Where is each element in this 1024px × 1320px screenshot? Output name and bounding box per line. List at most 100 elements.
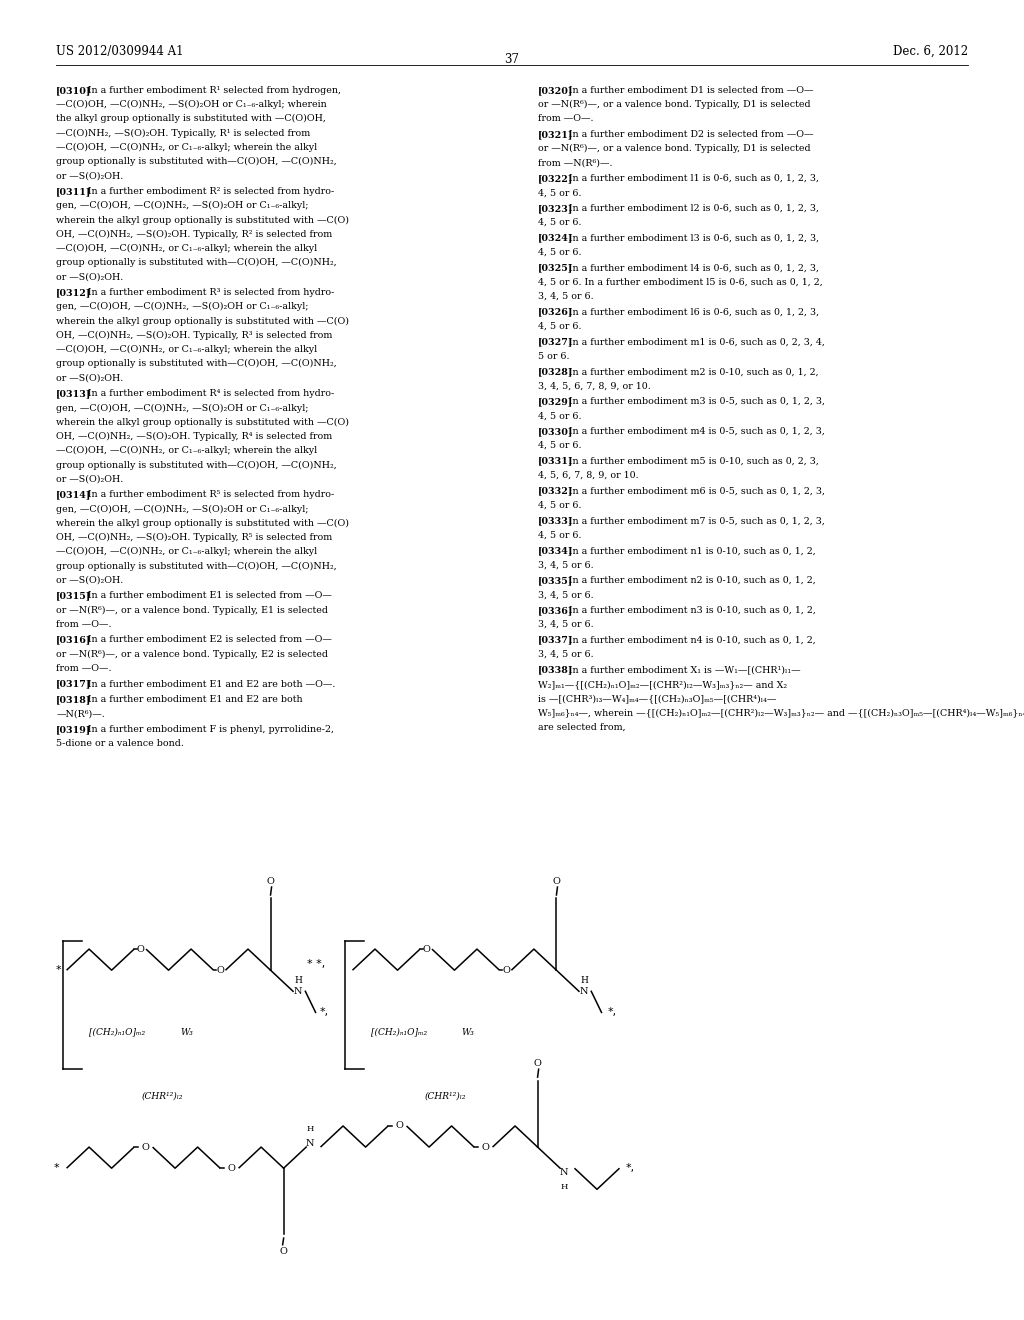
Text: O: O: [137, 945, 144, 953]
Text: In a further embodiment m1 is 0-6, such as 0, 2, 3, 4,: In a further embodiment m1 is 0-6, such …: [561, 338, 825, 346]
Text: In a further embodiment n2 is 0-10, such as 0, 1, 2,: In a further embodiment n2 is 0-10, such…: [561, 576, 816, 585]
Text: [0324]: [0324]: [538, 234, 573, 243]
Text: O: O: [534, 1060, 542, 1068]
Text: W₃: W₃: [180, 1028, 193, 1036]
Text: In a further embodiment R¹ selected from hydrogen,: In a further embodiment R¹ selected from…: [80, 86, 341, 95]
Text: In a further embodiment l2 is 0-6, such as 0, 1, 2, 3,: In a further embodiment l2 is 0-6, such …: [561, 203, 819, 213]
Text: or —N(R⁶)—, or a valence bond. Typically, D1 is selected: or —N(R⁶)—, or a valence bond. Typically…: [538, 100, 810, 110]
Text: 4, 5 or 6.: 4, 5 or 6.: [538, 189, 581, 197]
Text: 4, 5 or 6.: 4, 5 or 6.: [538, 322, 581, 331]
Text: 4, 5 or 6.: 4, 5 or 6.: [538, 531, 581, 540]
Text: 3, 4, 5 or 6.: 3, 4, 5 or 6.: [538, 620, 593, 630]
Text: O: O: [423, 945, 431, 953]
Text: [0336]: [0336]: [538, 606, 573, 615]
Text: or —N(R⁶)—, or a valence bond. Typically, E2 is selected: or —N(R⁶)—, or a valence bond. Typically…: [56, 649, 329, 659]
Text: In a further embodiment R⁴ is selected from hydro-: In a further embodiment R⁴ is selected f…: [80, 389, 334, 399]
Text: [0338]: [0338]: [538, 665, 573, 675]
Text: [0323]: [0323]: [538, 203, 573, 213]
Text: [0310]: [0310]: [56, 86, 92, 95]
Text: N: N: [294, 987, 302, 995]
Text: (CHR¹²)ₗ₂: (CHR¹²)ₗ₂: [425, 1092, 467, 1100]
Text: [0316]: [0316]: [56, 635, 92, 644]
Text: In a further embodiment D1 is selected from —O—: In a further embodiment D1 is selected f…: [561, 86, 814, 95]
Text: 3, 4, 5 or 6.: 3, 4, 5 or 6.: [538, 561, 593, 569]
Text: —C(O)NH₂, —S(O)₂OH. Typically, R¹ is selected from: —C(O)NH₂, —S(O)₂OH. Typically, R¹ is sel…: [56, 128, 310, 137]
Text: the alkyl group optionally is substituted with —C(O)OH,: the alkyl group optionally is substitute…: [56, 115, 327, 124]
Text: In a further embodiment m5 is 0-10, such as 0, 2, 3,: In a further embodiment m5 is 0-10, such…: [561, 457, 819, 466]
Text: or —S(O)₂OH.: or —S(O)₂OH.: [56, 576, 124, 585]
Text: [0315]: [0315]: [56, 591, 91, 601]
Text: [0317]: [0317]: [56, 680, 92, 689]
Text: —C(O)OH, —C(O)NH₂, or C₁₋₆-alkyl; wherein the alkyl: —C(O)OH, —C(O)NH₂, or C₁₋₆-alkyl; wherei…: [56, 446, 317, 455]
Text: O: O: [395, 1122, 403, 1130]
Text: Dec. 6, 2012: Dec. 6, 2012: [893, 45, 968, 58]
Text: [0314]: [0314]: [56, 490, 92, 499]
Text: In a further embodiment E1 and E2 are both —O—.: In a further embodiment E1 and E2 are bo…: [80, 680, 335, 689]
Text: from —O—.: from —O—.: [56, 620, 112, 628]
Text: wherein the alkyl group optionally is substituted with —C(O): wherein the alkyl group optionally is su…: [56, 417, 349, 426]
Text: group optionally is substituted with—C(O)OH, —C(O)NH₂,: group optionally is substituted with—C(O…: [56, 259, 337, 268]
Text: * *,: * *,: [307, 958, 326, 969]
Text: gen, —C(O)OH, —C(O)NH₂, —S(O)₂OH or C₁₋₆-alkyl;: gen, —C(O)OH, —C(O)NH₂, —S(O)₂OH or C₁₋₆…: [56, 504, 309, 513]
Text: In a further embodiment n3 is 0-10, such as 0, 1, 2,: In a further embodiment n3 is 0-10, such…: [561, 606, 816, 615]
Text: 3, 4, 5 or 6.: 3, 4, 5 or 6.: [538, 292, 593, 301]
Text: In a further embodiment m2 is 0-10, such as 0, 1, 2,: In a further embodiment m2 is 0-10, such…: [561, 367, 819, 376]
Text: In a further embodiment l1 is 0-6, such as 0, 1, 2, 3,: In a further embodiment l1 is 0-6, such …: [561, 174, 819, 183]
Text: In a further embodiment X₁ is —W₁—[(CHR¹)ₗ₁—: In a further embodiment X₁ is —W₁—[(CHR¹…: [561, 665, 801, 675]
Text: H: H: [581, 977, 588, 985]
Text: In a further embodiment l4 is 0-6, such as 0, 1, 2, 3,: In a further embodiment l4 is 0-6, such …: [561, 264, 819, 272]
Text: O: O: [266, 878, 274, 886]
Text: [0311]: [0311]: [56, 187, 92, 195]
Text: 4, 5 or 6. In a further embodiment l5 is 0-6, such as 0, 1, 2,: 4, 5 or 6. In a further embodiment l5 is…: [538, 277, 822, 286]
Text: 3, 4, 5 or 6.: 3, 4, 5 or 6.: [538, 649, 593, 659]
Text: from —O—.: from —O—.: [538, 115, 593, 123]
Text: W₅]ₘ₆}ₙ₄—, wherein —{[(CH₂)ₙ₁O]ₘ₂—[(CHR²)ₗ₂—W₃]ₘ₃}ₙ₂— and —{[(CH₂)ₙ₃O]ₘ₅—[(CHR⁴): W₅]ₘ₆}ₙ₄—, wherein —{[(CH₂)ₙ₁O]ₘ₂—[(CHR²…: [538, 709, 1024, 717]
Text: O: O: [227, 1164, 236, 1172]
Text: In a further embodiment l3 is 0-6, such as 0, 1, 2, 3,: In a further embodiment l3 is 0-6, such …: [561, 234, 819, 243]
Text: OH, —C(O)NH₂, —S(O)₂OH. Typically, R² is selected from: OH, —C(O)NH₂, —S(O)₂OH. Typically, R² is…: [56, 230, 333, 239]
Text: gen, —C(O)OH, —C(O)NH₂, —S(O)₂OH or C₁₋₆-alkyl;: gen, —C(O)OH, —C(O)NH₂, —S(O)₂OH or C₁₋₆…: [56, 404, 309, 413]
Text: 3, 4, 5 or 6.: 3, 4, 5 or 6.: [538, 590, 593, 599]
Text: [0318]: [0318]: [56, 696, 92, 704]
Text: —C(O)OH, —C(O)NH₂, —S(O)₂OH or C₁₋₆-alkyl; wherein: —C(O)OH, —C(O)NH₂, —S(O)₂OH or C₁₋₆-alky…: [56, 100, 327, 110]
Text: wherein the alkyl group optionally is substituted with —C(O): wherein the alkyl group optionally is su…: [56, 519, 349, 528]
Text: —C(O)OH, —C(O)NH₂, or C₁₋₆-alkyl; wherein the alkyl: —C(O)OH, —C(O)NH₂, or C₁₋₆-alkyl; wherei…: [56, 548, 317, 557]
Text: [(CH₂)ₙ₁O]ₘ₂: [(CH₂)ₙ₁O]ₘ₂: [89, 1028, 145, 1036]
Text: O: O: [503, 966, 510, 974]
Text: OH, —C(O)NH₂, —S(O)₂OH. Typically, R³ is selected from: OH, —C(O)NH₂, —S(O)₂OH. Typically, R³ is…: [56, 331, 333, 341]
Text: In a further embodiment m7 is 0-5, such as 0, 1, 2, 3,: In a further embodiment m7 is 0-5, such …: [561, 516, 825, 525]
Text: In a further embodiment l6 is 0-6, such as 0, 1, 2, 3,: In a further embodiment l6 is 0-6, such …: [561, 308, 819, 317]
Text: In a further embodiment R³ is selected from hydro-: In a further embodiment R³ is selected f…: [80, 288, 335, 297]
Text: O: O: [141, 1143, 150, 1151]
Text: are selected from,: are selected from,: [538, 722, 626, 731]
Text: 4, 5 or 6.: 4, 5 or 6.: [538, 248, 581, 257]
Text: —C(O)OH, —C(O)NH₂, or C₁₋₆-alkyl; wherein the alkyl: —C(O)OH, —C(O)NH₂, or C₁₋₆-alkyl; wherei…: [56, 244, 317, 253]
Text: O: O: [280, 1247, 288, 1255]
Text: [(CH₂)ₙ₁O]ₘ₂: [(CH₂)ₙ₁O]ₘ₂: [371, 1028, 427, 1036]
Text: In a further embodiment F is phenyl, pyrrolidine-2,: In a further embodiment F is phenyl, pyr…: [80, 725, 334, 734]
Text: wherein the alkyl group optionally is substituted with —C(O): wherein the alkyl group optionally is su…: [56, 215, 349, 224]
Text: H: H: [306, 1125, 314, 1133]
Text: N: N: [560, 1168, 568, 1176]
Text: group optionally is substituted with—C(O)OH, —C(O)NH₂,: group optionally is substituted with—C(O…: [56, 561, 337, 570]
Text: In a further embodiment R² is selected from hydro-: In a further embodiment R² is selected f…: [80, 187, 334, 195]
Text: [0320]: [0320]: [538, 86, 573, 95]
Text: In a further embodiment E2 is selected from —O—: In a further embodiment E2 is selected f…: [80, 635, 332, 644]
Text: or —S(O)₂OH.: or —S(O)₂OH.: [56, 475, 124, 483]
Text: In a further embodiment m4 is 0-5, such as 0, 1, 2, 3,: In a further embodiment m4 is 0-5, such …: [561, 426, 825, 436]
Text: In a further embodiment m6 is 0-5, such as 0, 1, 2, 3,: In a further embodiment m6 is 0-5, such …: [561, 487, 825, 495]
Text: or —S(O)₂OH.: or —S(O)₂OH.: [56, 272, 124, 281]
Text: *,: *,: [319, 1007, 329, 1018]
Text: [0329]: [0329]: [538, 397, 572, 407]
Text: H: H: [560, 1183, 568, 1191]
Text: or —N(R⁶)—, or a valence bond. Typically, D1 is selected: or —N(R⁶)—, or a valence bond. Typically…: [538, 144, 810, 153]
Text: In a further embodiment E1 and E2 are both: In a further embodiment E1 and E2 are bo…: [80, 696, 303, 704]
Text: gen, —C(O)OH, —C(O)NH₂, —S(O)₂OH or C₁₋₆-alkyl;: gen, —C(O)OH, —C(O)NH₂, —S(O)₂OH or C₁₋₆…: [56, 302, 309, 312]
Text: O: O: [216, 966, 224, 974]
Text: In a further embodiment m3 is 0-5, such as 0, 1, 2, 3,: In a further embodiment m3 is 0-5, such …: [561, 397, 825, 407]
Text: [0330]: [0330]: [538, 426, 573, 436]
Text: or —S(O)₂OH.: or —S(O)₂OH.: [56, 374, 124, 383]
Text: gen, —C(O)OH, —C(O)NH₂, —S(O)₂OH or C₁₋₆-alkyl;: gen, —C(O)OH, —C(O)NH₂, —S(O)₂OH or C₁₋₆…: [56, 201, 309, 210]
Text: —C(O)OH, —C(O)NH₂, or C₁₋₆-alkyl; wherein the alkyl: —C(O)OH, —C(O)NH₂, or C₁₋₆-alkyl; wherei…: [56, 345, 317, 354]
Text: —N(R⁶)—.: —N(R⁶)—.: [56, 709, 105, 718]
